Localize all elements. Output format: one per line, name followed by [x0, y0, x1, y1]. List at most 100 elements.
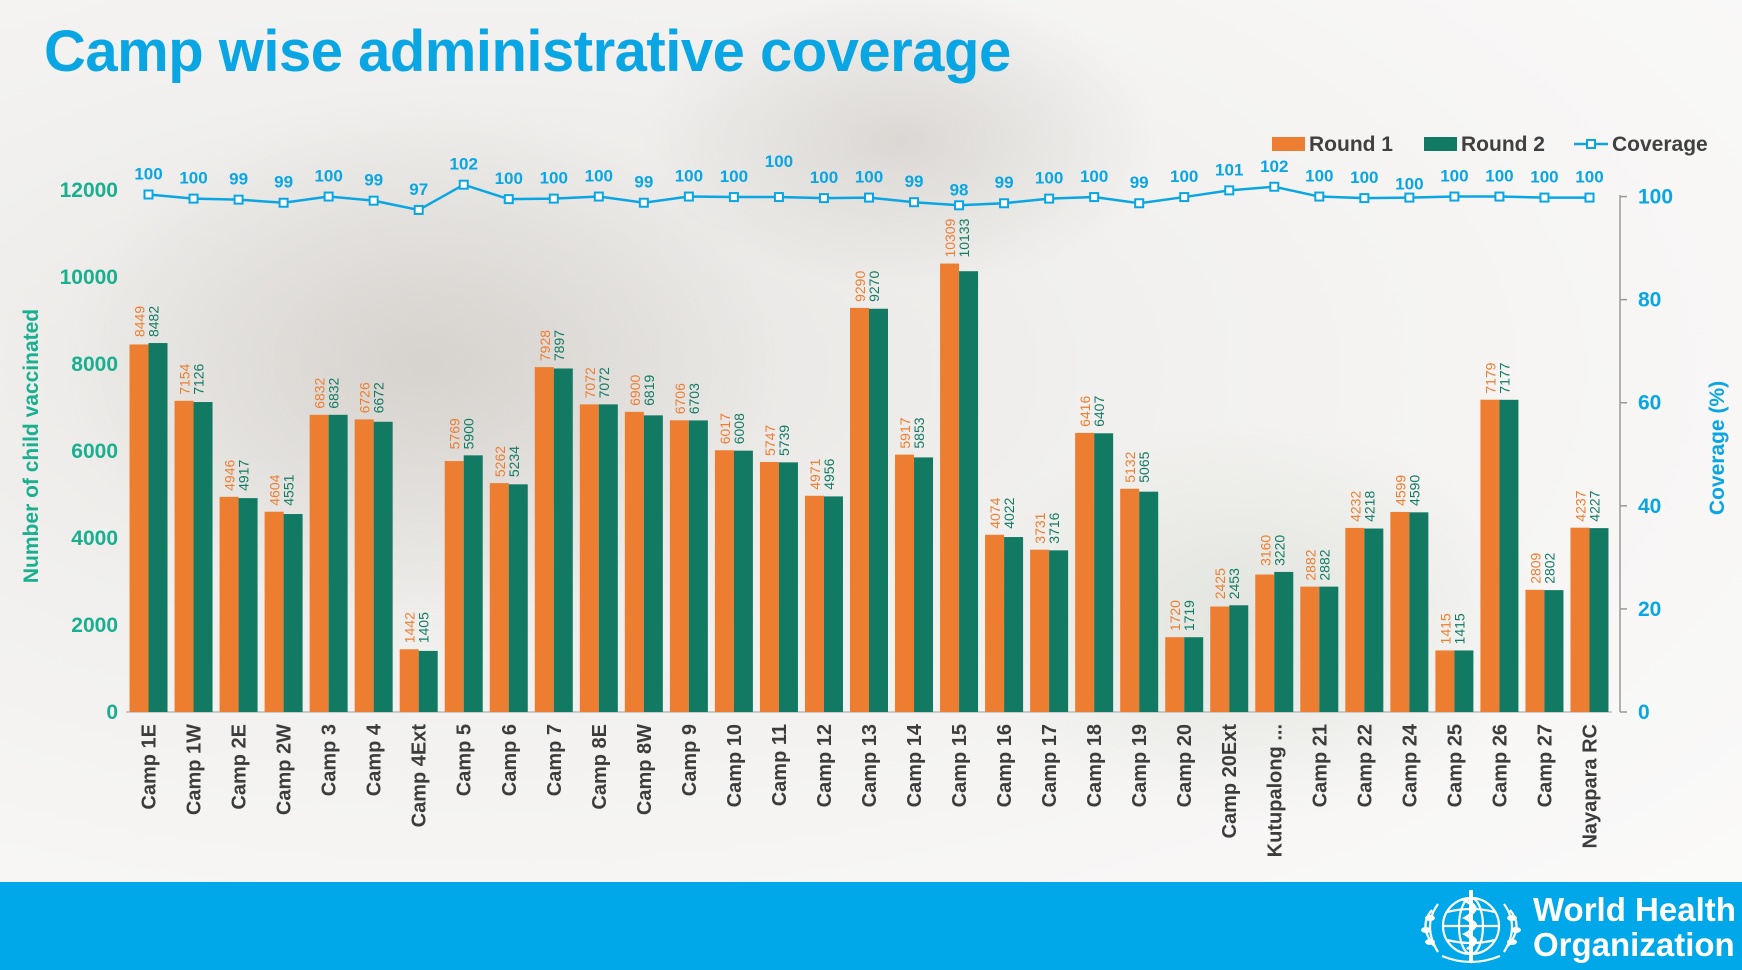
bar-round1	[759, 462, 779, 712]
bar-label-round2: 6832	[326, 377, 342, 408]
bar-round2	[1319, 586, 1339, 712]
category-label: Camp 13	[859, 724, 881, 807]
bar-label-round2: 1719	[1181, 600, 1197, 631]
category-label: Camp 10	[724, 724, 746, 807]
coverage-point	[1089, 192, 1100, 203]
coverage-point	[233, 194, 244, 205]
bar-label-round1: 2809	[1527, 552, 1543, 583]
who-wordmark-line2: Organization	[1533, 926, 1735, 963]
y-tick-label: 2000	[71, 614, 118, 637]
coverage-label: 100	[1350, 168, 1378, 187]
coverage-label: 99	[1130, 173, 1149, 192]
bar-label-round1: 2882	[1302, 549, 1318, 580]
category-label: Camp 21	[1309, 724, 1331, 807]
bar-round1	[1570, 527, 1590, 712]
bar-label-round1: 4946	[222, 459, 238, 490]
bar-round1	[714, 450, 734, 712]
category-label: Camp 3	[319, 724, 341, 796]
bar-round1	[1075, 432, 1095, 712]
bar-label-round1: 7179	[1482, 362, 1498, 393]
coverage-label: 100	[1440, 167, 1468, 186]
bar-round1	[264, 511, 284, 712]
coverage-point	[1449, 191, 1460, 202]
coverage-label: 100	[1080, 167, 1108, 186]
coverage-point	[413, 204, 424, 215]
legend-marker-coverage	[1586, 139, 1596, 149]
coverage-label: 100	[540, 169, 568, 188]
y2-tick-label: 80	[1638, 289, 1661, 312]
bar-round2	[778, 462, 798, 712]
who-wordmark-line1: World Health	[1533, 891, 1736, 928]
bar-label-round1: 4232	[1347, 491, 1363, 522]
bar-round2	[553, 368, 573, 712]
coverage-label: 100	[495, 169, 523, 188]
bar-label-round1: 4599	[1392, 475, 1408, 506]
coverage-point	[1179, 192, 1190, 203]
coverage-point	[1314, 191, 1325, 202]
category-label: Camp 6	[499, 724, 521, 796]
coverage-label: 99	[274, 173, 293, 192]
category-label: Camp 16	[994, 724, 1016, 807]
coverage-point	[818, 193, 829, 204]
coverage-point	[1134, 198, 1145, 209]
coverage-label: 99	[905, 172, 924, 191]
bar-label-round1: 5747	[762, 425, 778, 456]
bar-label-round1: 9290	[852, 271, 868, 302]
category-label: Camp 18	[1084, 724, 1106, 807]
coverage-chart: 0 2000 4000 6000 8000 10000 12000 0 20 40 60 80 100 N…	[20, 133, 1729, 857]
category-label: Camp 11	[769, 724, 791, 806]
bar-round2	[1004, 537, 1024, 712]
coverage-label: 100	[810, 168, 838, 187]
bar-round2	[733, 450, 753, 712]
bar-label-round2: 5739	[776, 425, 792, 456]
legend-swatch-round2	[1424, 137, 1457, 151]
coverage-point	[278, 197, 289, 208]
coverage-point	[864, 192, 874, 203]
coverage-point	[909, 197, 920, 208]
y2-axis-title: Coverage (%)	[1706, 381, 1729, 515]
bar-round1	[399, 649, 419, 712]
bar-round2	[328, 414, 348, 712]
bar-label-round1: 6832	[312, 377, 328, 408]
category-label: Camp 2W	[274, 724, 296, 815]
bar-round2	[508, 484, 528, 712]
coverage-point	[1224, 185, 1235, 196]
bar-round1	[1300, 586, 1320, 712]
y2-tick-label: 40	[1638, 495, 1661, 518]
bar-round1	[219, 496, 239, 712]
bar-round1	[624, 411, 644, 712]
bar-label-round2: 4022	[1001, 497, 1017, 528]
legend-swatch-round1	[1272, 137, 1305, 151]
y2-tick-label: 60	[1638, 392, 1661, 415]
coverage-point	[458, 179, 469, 190]
bar-label-round2: 10133	[956, 218, 972, 257]
y2-tick-label: 20	[1638, 598, 1661, 621]
bar-label-round1: 1415	[1437, 613, 1453, 644]
coverage-point	[728, 192, 739, 203]
bar-label-round2: 5900	[461, 418, 477, 449]
bar-round1	[1480, 399, 1500, 712]
category-label: Camp 20	[1174, 724, 1196, 807]
bar-label-round2: 3220	[1271, 535, 1287, 566]
bar-round2	[193, 402, 213, 712]
bar-label-round1: 7154	[177, 363, 193, 394]
category-label: Camp 22	[1354, 724, 1376, 807]
bar-label-round2: 6008	[731, 413, 747, 444]
bar-label-round2: 7177	[1496, 362, 1512, 393]
coverage-label: 100	[585, 167, 613, 186]
category-label: Camp 14	[904, 723, 926, 807]
coverage-label: 99	[229, 170, 248, 189]
category-label: Camp 8E	[589, 724, 611, 810]
bar-label-round2: 5065	[1136, 451, 1152, 482]
bar-label-round2: 6672	[371, 382, 387, 413]
y-tick-label: 10000	[60, 266, 118, 289]
y-axis-title: Number of child vaccinated	[20, 309, 43, 583]
category-label: Camp 27	[1534, 724, 1556, 807]
bar-label-round2: 1405	[416, 612, 432, 643]
bar-round1	[1255, 574, 1275, 712]
bar-round2	[1544, 590, 1564, 712]
legend-label-round2: Round 2	[1461, 133, 1545, 156]
bar-label-round2: 4590	[1406, 475, 1422, 506]
coverage-point	[1404, 192, 1415, 203]
bar-label-round2: 6703	[686, 383, 702, 414]
